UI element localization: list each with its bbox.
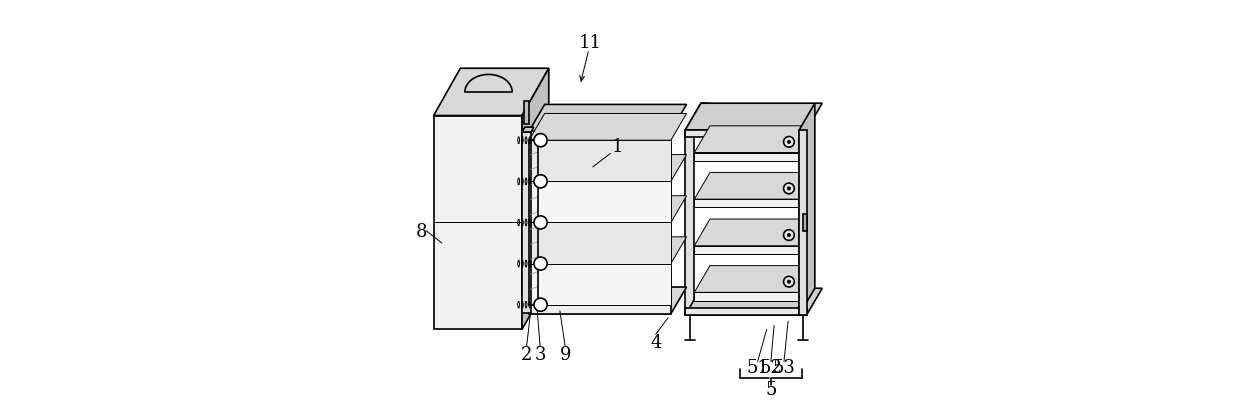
Polygon shape xyxy=(529,105,686,132)
Polygon shape xyxy=(799,131,807,315)
Polygon shape xyxy=(694,199,799,208)
Circle shape xyxy=(534,176,548,188)
Polygon shape xyxy=(529,196,686,223)
Polygon shape xyxy=(529,237,686,264)
Polygon shape xyxy=(529,264,670,305)
Polygon shape xyxy=(694,219,815,246)
Polygon shape xyxy=(799,104,815,315)
Polygon shape xyxy=(694,173,815,199)
Circle shape xyxy=(783,184,794,195)
Circle shape xyxy=(783,277,794,287)
Polygon shape xyxy=(685,131,694,315)
Circle shape xyxy=(787,188,790,191)
Polygon shape xyxy=(529,287,686,314)
Polygon shape xyxy=(685,104,823,131)
Circle shape xyxy=(787,280,790,284)
Polygon shape xyxy=(522,128,534,133)
Polygon shape xyxy=(694,153,799,161)
Polygon shape xyxy=(685,308,807,315)
Text: 53: 53 xyxy=(773,358,795,376)
Circle shape xyxy=(787,141,790,144)
Polygon shape xyxy=(434,69,549,116)
Circle shape xyxy=(534,134,548,147)
Text: 5: 5 xyxy=(766,380,777,398)
Circle shape xyxy=(534,257,548,271)
Polygon shape xyxy=(529,182,670,223)
Polygon shape xyxy=(529,305,670,314)
Polygon shape xyxy=(694,266,815,293)
Polygon shape xyxy=(529,223,670,264)
Polygon shape xyxy=(694,246,799,254)
Polygon shape xyxy=(685,104,710,131)
Polygon shape xyxy=(522,133,532,313)
Polygon shape xyxy=(524,102,529,124)
Text: 2: 2 xyxy=(520,345,533,363)
Circle shape xyxy=(783,230,794,241)
Polygon shape xyxy=(522,69,549,330)
Text: 8: 8 xyxy=(415,222,427,240)
Polygon shape xyxy=(434,116,522,330)
Circle shape xyxy=(534,216,548,230)
Polygon shape xyxy=(694,126,815,153)
Circle shape xyxy=(534,298,548,311)
Polygon shape xyxy=(529,155,686,182)
Polygon shape xyxy=(694,293,799,301)
Circle shape xyxy=(787,234,790,237)
Polygon shape xyxy=(529,132,670,141)
Polygon shape xyxy=(529,114,686,141)
Text: 3: 3 xyxy=(534,345,546,363)
Polygon shape xyxy=(685,289,823,315)
Text: 1: 1 xyxy=(612,138,623,156)
Polygon shape xyxy=(685,131,807,138)
Circle shape xyxy=(783,137,794,148)
Text: 4: 4 xyxy=(650,333,662,351)
Bar xyxy=(803,215,807,231)
Polygon shape xyxy=(529,141,670,182)
Text: 11: 11 xyxy=(579,33,601,51)
Text: 51: 51 xyxy=(746,358,769,376)
Text: 52: 52 xyxy=(760,358,782,376)
Text: 9: 9 xyxy=(560,345,571,363)
